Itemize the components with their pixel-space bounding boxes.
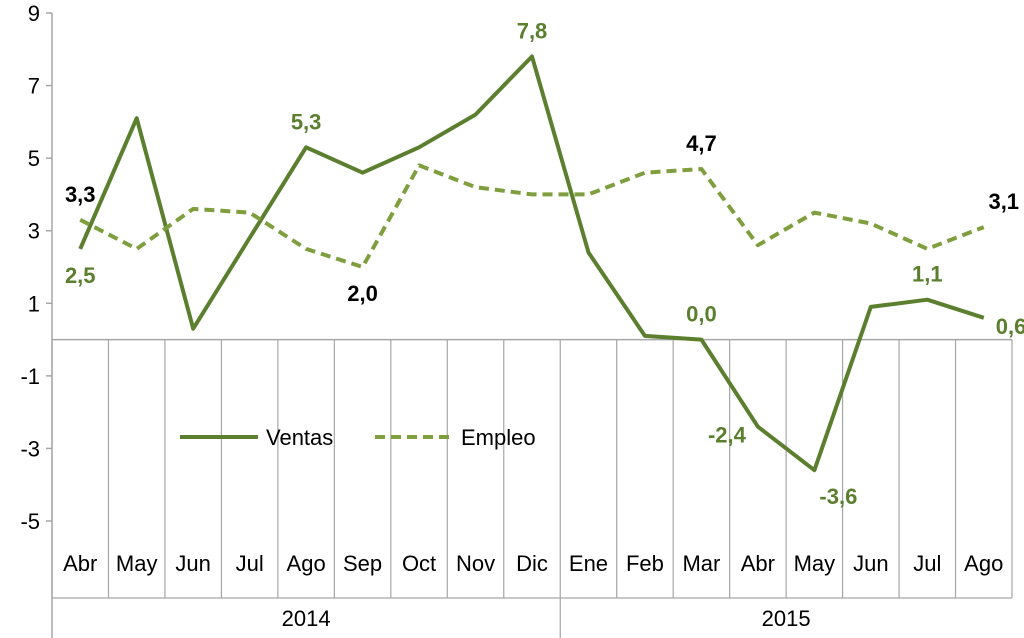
y-tick-label: -1	[20, 364, 40, 389]
x-tick-label: Ene	[569, 551, 608, 576]
x-tick-label: Dic	[516, 551, 548, 576]
x-tick-label: Mar	[682, 551, 720, 576]
x-tick-label: Jul	[913, 551, 941, 576]
legend-label-empleo: Empleo	[461, 425, 536, 450]
x-tick-label: Jun	[853, 551, 888, 576]
y-tick-label: -3	[20, 436, 40, 461]
data-label: 0,6	[996, 314, 1024, 339]
legend-label-ventas: Ventas	[266, 425, 333, 450]
x-tick-label: May	[116, 551, 158, 576]
x-tick-label: May	[794, 551, 836, 576]
year-label: 2015	[762, 606, 811, 631]
x-tick-label: Abr	[741, 551, 775, 576]
axes: 9 7 5 3 1 -1 -3 -5 Abr May Jun Jul Ago Sep Oct Nov Dic En…	[20, 1, 1013, 638]
x-tick-label: Sep	[343, 551, 382, 576]
data-label: 3,3	[65, 182, 96, 207]
data-label: 0,0	[686, 302, 717, 327]
x-tick-label: Abr	[63, 551, 97, 576]
data-label: -2,4	[708, 423, 747, 448]
y-tick-label: 3	[28, 219, 40, 244]
data-label: 2,0	[347, 281, 378, 306]
data-label: 5,3	[291, 109, 322, 134]
data-label: 3,1	[988, 189, 1019, 214]
series-lines	[78, 54, 985, 473]
year-label: 2014	[282, 606, 331, 631]
data-labels: 2,5 5,3 7,8 0,0 -2,4 -3,6 1,1 0,6 3,3 2,0 4,7 3,1	[65, 19, 1024, 510]
legend: Ventas Empleo	[180, 425, 536, 450]
y-tick-label: 1	[28, 291, 40, 316]
x-tick-label: Oct	[402, 551, 436, 576]
y-tick-label: 7	[28, 74, 40, 99]
data-label: 1,1	[912, 262, 943, 287]
x-tick-label: Feb	[626, 551, 664, 576]
series-line-ventas	[78, 54, 985, 473]
x-tick-label: Ago	[964, 551, 1003, 576]
y-tick-label: 9	[28, 1, 40, 26]
data-label: 7,8	[517, 19, 548, 44]
y-tick-label: 5	[28, 146, 40, 171]
y-tick-label: -5	[20, 509, 40, 534]
data-label: -3,6	[819, 484, 857, 509]
data-label: 2,5	[65, 263, 96, 288]
x-tick-label: Nov	[456, 551, 495, 576]
x-tick-label: Ago	[287, 551, 326, 576]
series-line-empleo	[79, 163, 985, 269]
data-label: 4,7	[686, 131, 717, 156]
x-tick-label: Jun	[175, 551, 210, 576]
x-tick-label: Jul	[236, 551, 264, 576]
